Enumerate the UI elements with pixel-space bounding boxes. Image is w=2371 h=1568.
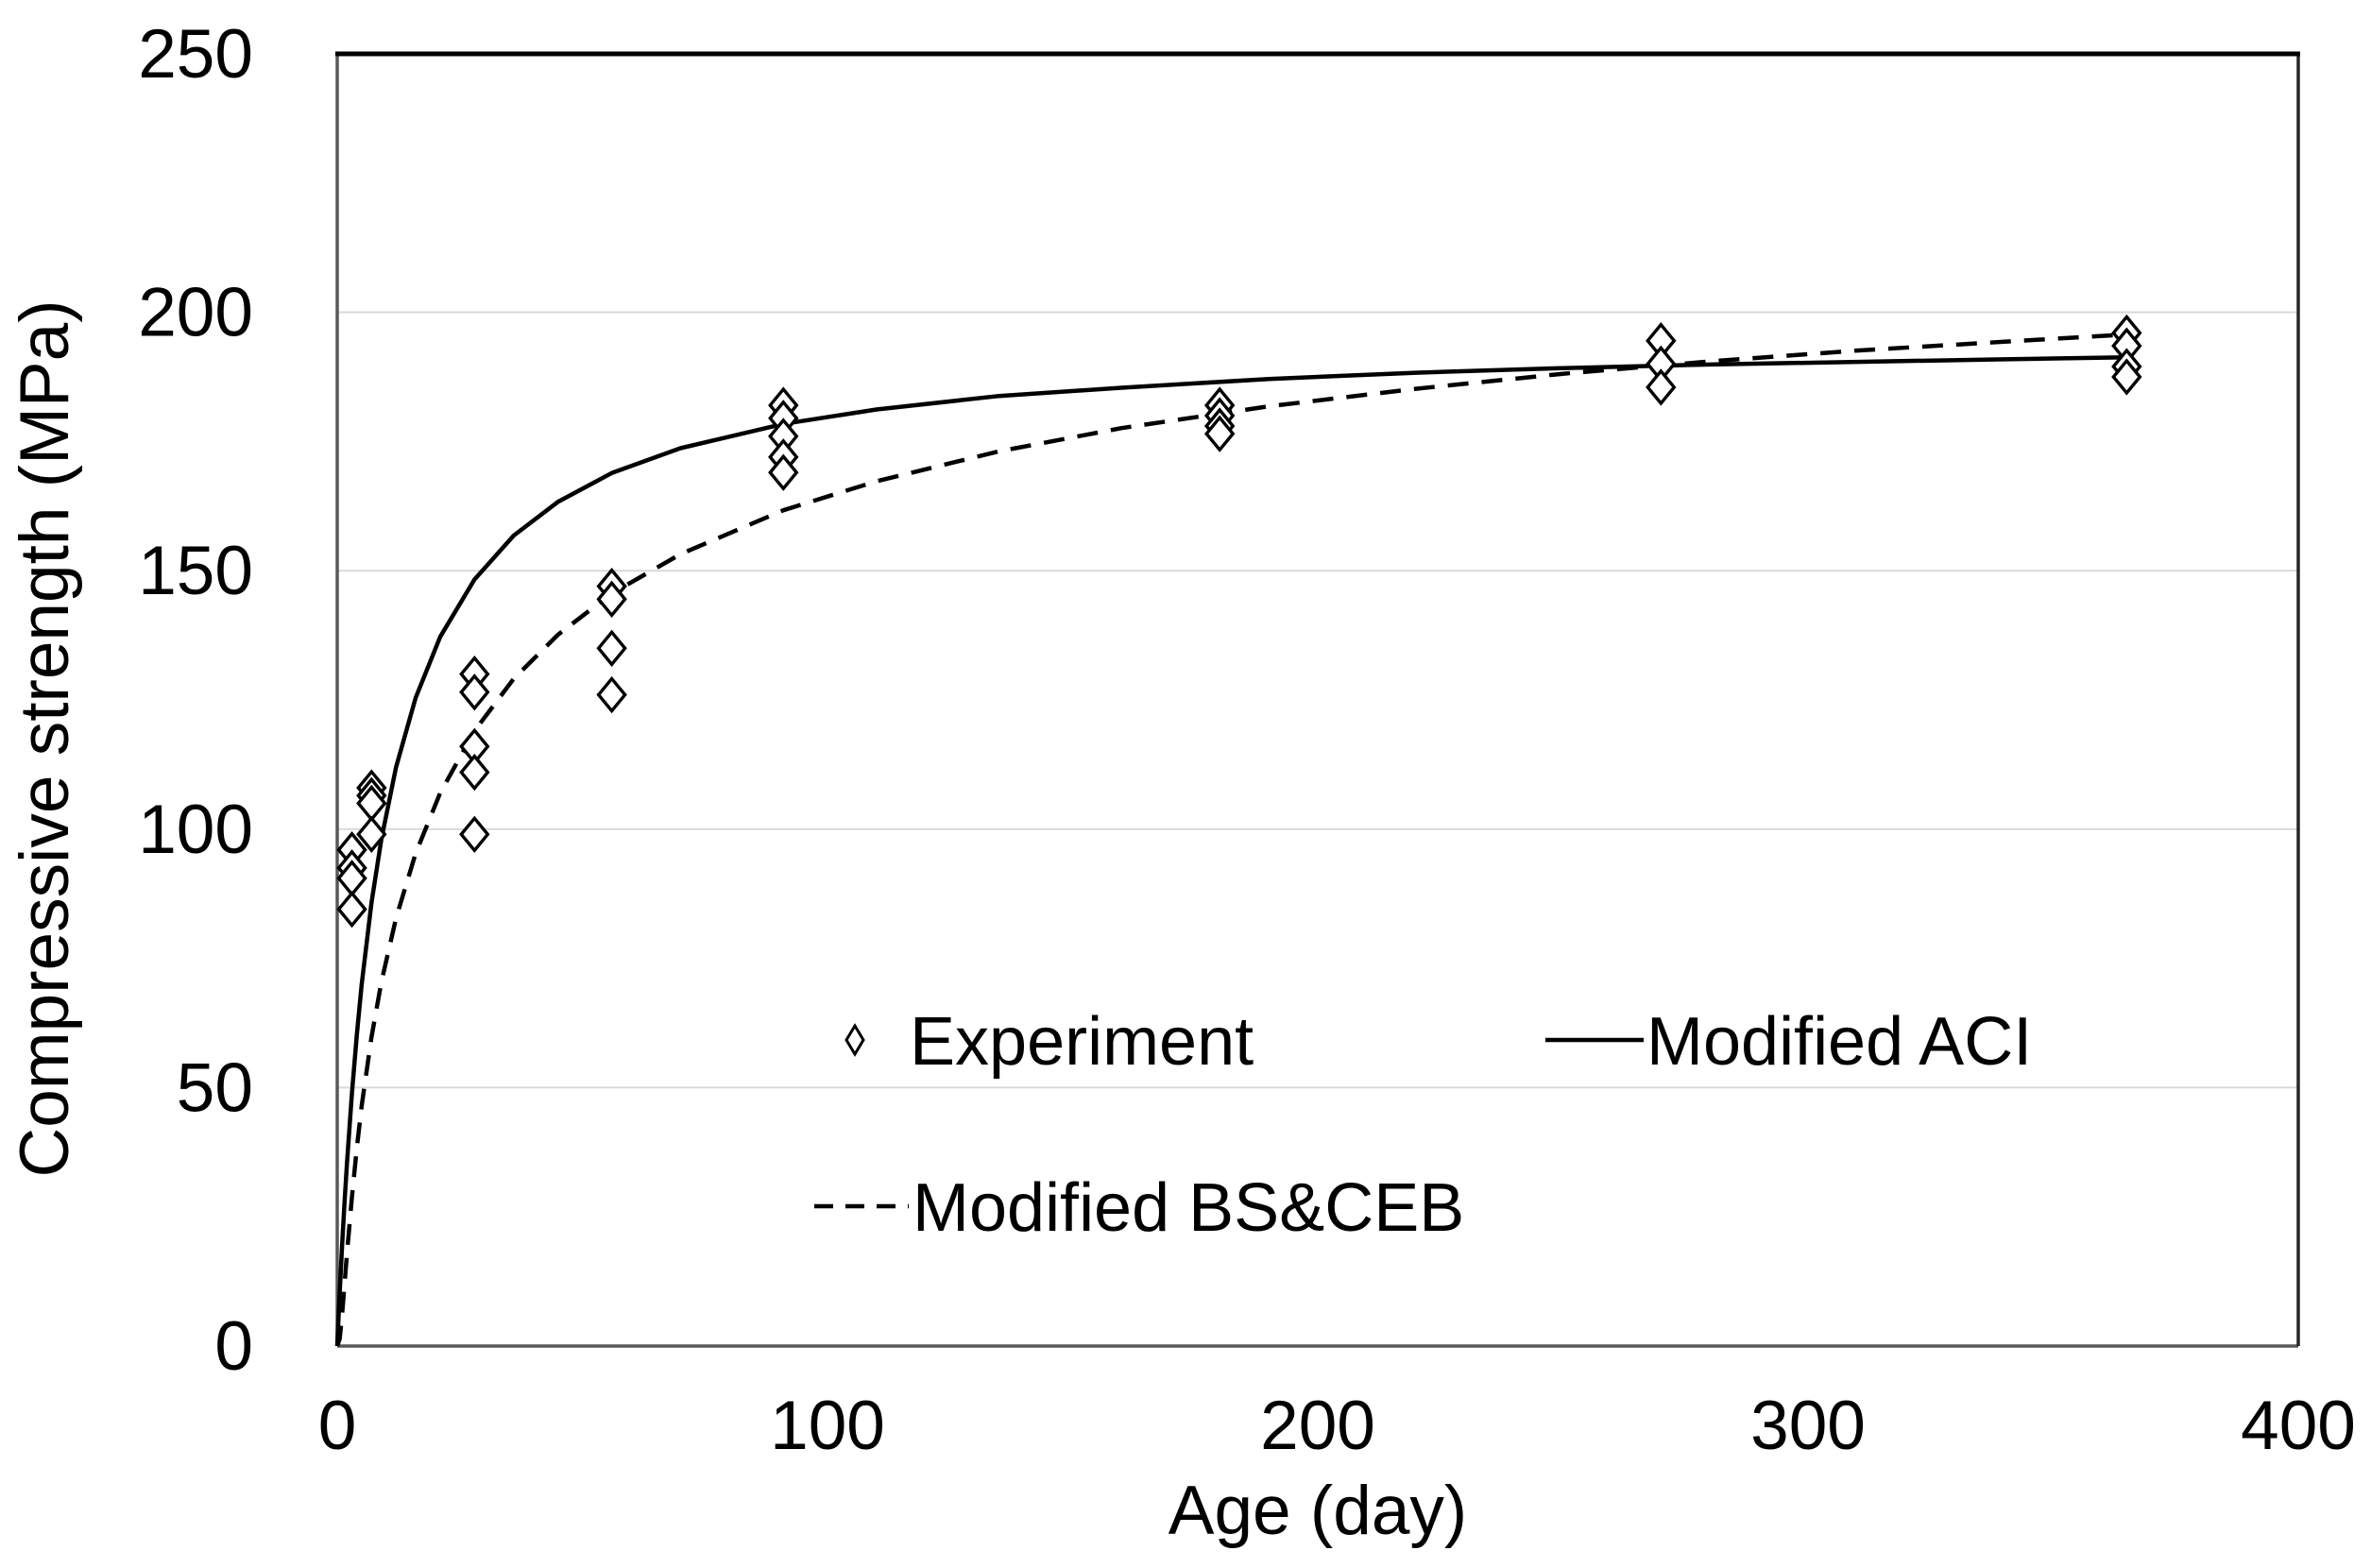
data-point bbox=[459, 673, 490, 711]
x-tick-label-0: 0 bbox=[318, 1388, 357, 1464]
x-tick-label-300: 300 bbox=[1750, 1388, 1866, 1464]
data-point bbox=[336, 890, 367, 929]
y-axis-title: Compressive strength (MPa) bbox=[7, 299, 83, 1177]
x-tick-label-400: 400 bbox=[2241, 1388, 2356, 1464]
y-tick-label-200: 200 bbox=[138, 275, 253, 351]
x-axis-title: Age (day) bbox=[1168, 1473, 1468, 1549]
legend-experiment-label: Experiment bbox=[910, 1004, 1254, 1080]
plot-border bbox=[335, 51, 2300, 1348]
data-point bbox=[1646, 368, 1677, 406]
data-point bbox=[1203, 415, 1236, 452]
data-point bbox=[356, 815, 387, 853]
legend-experiment-marker-icon bbox=[844, 1023, 865, 1057]
legend-aci-label: Modified ACI bbox=[1646, 1004, 2032, 1080]
axis-tick-labels: 0 100 200 300 400 0 50 100 150 200 250 bbox=[138, 16, 2356, 1464]
data-point bbox=[768, 453, 799, 491]
experiment-points bbox=[336, 314, 2142, 929]
gridlines bbox=[337, 311, 2298, 1089]
data-point bbox=[596, 580, 627, 618]
data-point bbox=[2111, 358, 2142, 396]
data-point bbox=[596, 629, 627, 667]
y-tick-label-50: 50 bbox=[177, 1049, 253, 1126]
data-point bbox=[459, 753, 490, 792]
y-tick-label-150: 150 bbox=[138, 533, 253, 609]
curve-modified-aci bbox=[334, 354, 2127, 1347]
data-point bbox=[459, 815, 490, 853]
x-tick-label-100: 100 bbox=[770, 1388, 885, 1464]
legend: Experiment Modified ACI Modified BS&CEB bbox=[814, 1004, 2032, 1246]
model-curves bbox=[334, 332, 2127, 1347]
data-point bbox=[596, 675, 627, 714]
curve-modified-bsceb bbox=[334, 332, 2127, 1347]
legend-bsceb-label: Modified BS&CEB bbox=[913, 1170, 1464, 1246]
y-tick-label-0: 0 bbox=[214, 1308, 253, 1385]
y-tick-label-250: 250 bbox=[138, 16, 253, 93]
x-tick-label-200: 200 bbox=[1260, 1388, 1375, 1464]
y-tick-label-100: 100 bbox=[138, 792, 253, 868]
